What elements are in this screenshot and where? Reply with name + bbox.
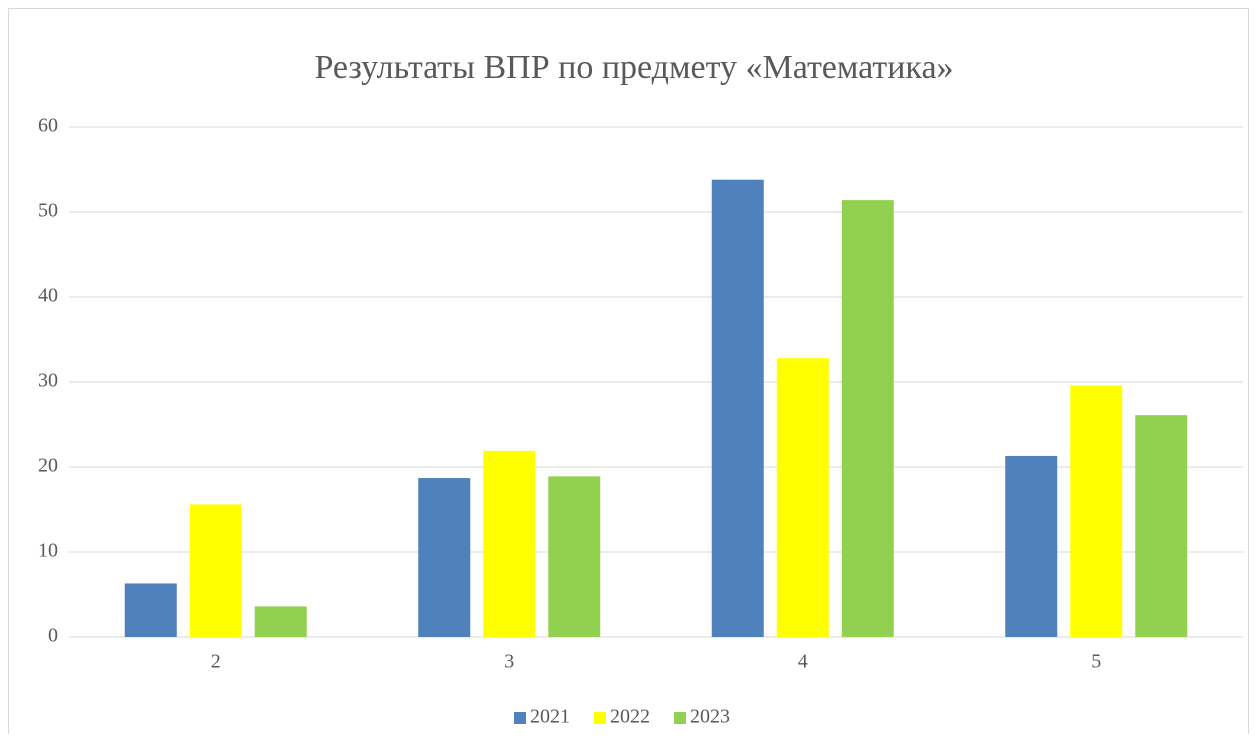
y-tick-label: 30 xyxy=(38,370,58,392)
bar xyxy=(841,200,894,637)
y-tick-label: 50 xyxy=(38,200,58,222)
bar xyxy=(483,450,536,637)
bar xyxy=(1070,385,1123,637)
bar xyxy=(254,606,307,637)
legend-label: 2022 xyxy=(610,706,650,728)
y-tick-label: 20 xyxy=(38,455,58,477)
chart-title: Результаты ВПР по предмету «Математика» xyxy=(314,49,953,86)
bar xyxy=(1005,455,1058,637)
bar xyxy=(124,583,177,637)
bar xyxy=(711,179,764,637)
legend-label: 2023 xyxy=(690,706,730,728)
bar xyxy=(776,358,829,637)
y-tick-label: 10 xyxy=(38,540,58,562)
bar xyxy=(189,504,242,637)
y-tick-label: 60 xyxy=(38,115,58,137)
legend-swatch xyxy=(674,712,686,724)
legend-swatch xyxy=(594,712,606,724)
x-tick-label: 4 xyxy=(798,651,808,673)
x-tick-label: 2 xyxy=(211,651,221,673)
y-tick-label: 0 xyxy=(48,625,58,647)
x-tick-label: 3 xyxy=(504,651,514,673)
legend-swatch xyxy=(514,712,526,724)
bar xyxy=(1135,415,1188,637)
y-tick-label: 40 xyxy=(38,285,58,307)
bar xyxy=(418,478,471,637)
x-tick-label: 5 xyxy=(1091,651,1101,673)
bar xyxy=(548,476,601,637)
legend-label: 2021 xyxy=(530,706,570,728)
